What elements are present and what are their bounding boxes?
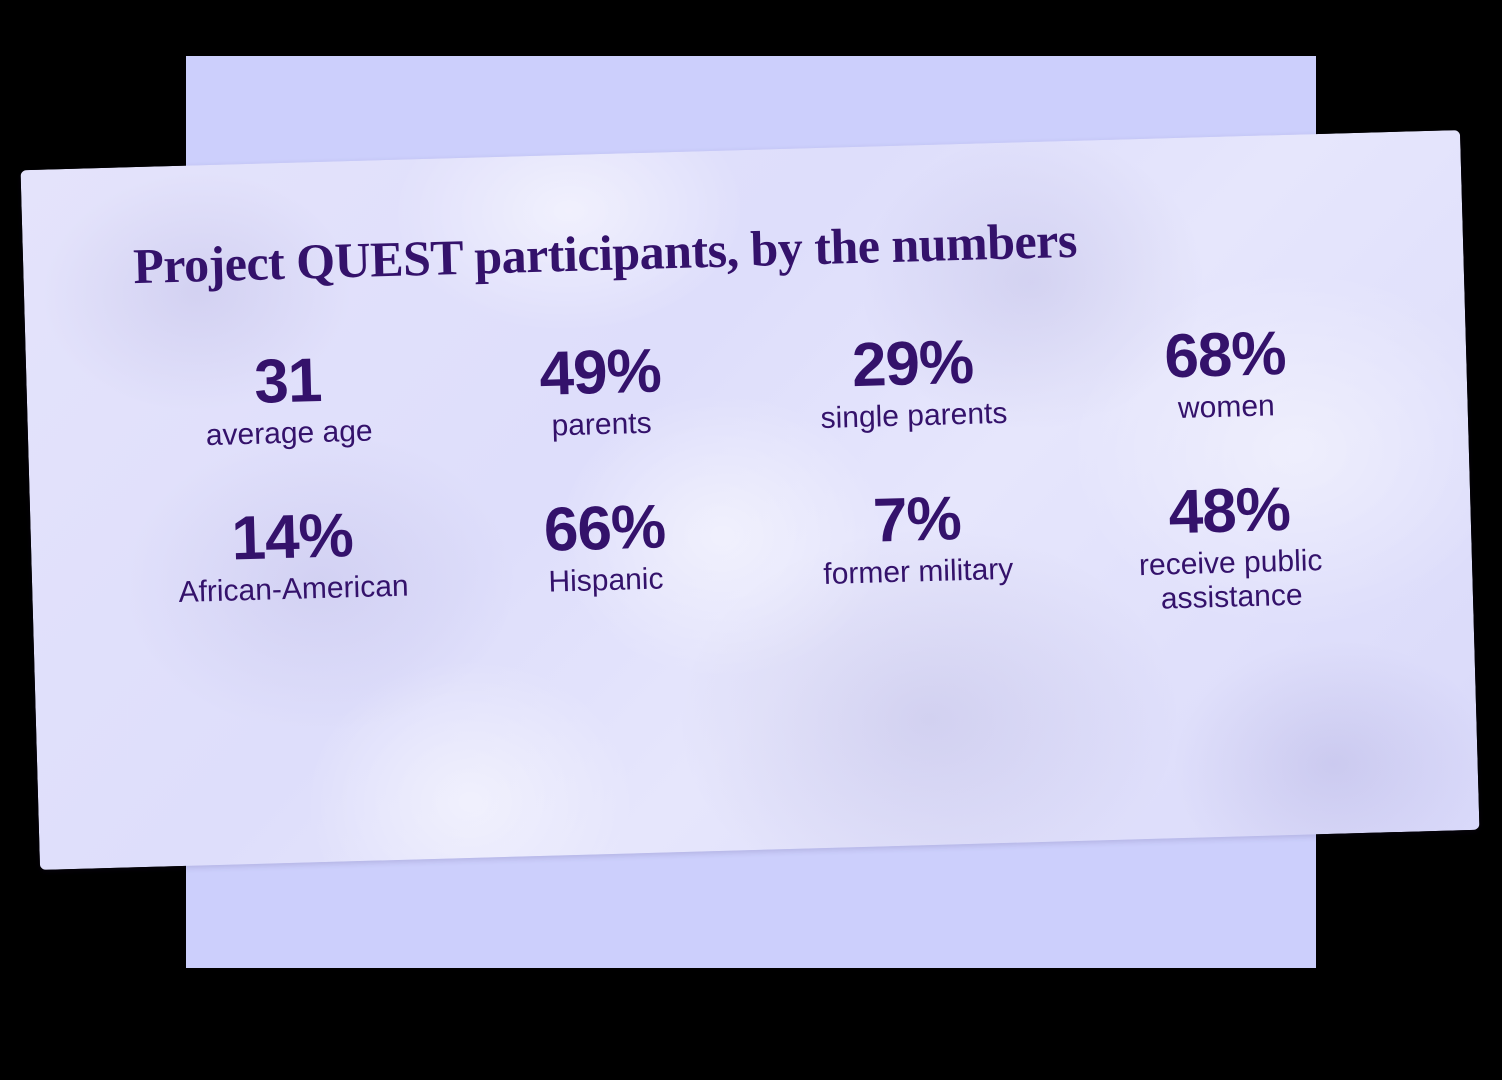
stat-label: single parents	[762, 395, 1065, 438]
stat-value: 68%	[1073, 320, 1377, 390]
stat-value: 31	[136, 347, 440, 417]
stat-african-american: 14% African-American	[140, 502, 446, 645]
stat-average-age: 31 average age	[136, 347, 441, 456]
stat-public-assistance: 48% receive public assistance	[1077, 476, 1383, 619]
stats-grid: 31 average age 49% parents 29% single pa…	[136, 320, 1384, 645]
stat-label: African-American	[142, 568, 445, 611]
stat-label: women	[1075, 386, 1378, 429]
stat-women: 68% women	[1073, 320, 1378, 429]
stat-label: receive public assistance	[1079, 542, 1383, 619]
stat-parents: 49% parents	[448, 338, 753, 447]
stat-value: 48%	[1077, 476, 1381, 546]
stat-hispanic: 66% Hispanic	[452, 493, 758, 636]
stage: Project QUEST participants, by the numbe…	[0, 0, 1502, 1080]
paper-panel: Project QUEST participants, by the numbe…	[21, 130, 1480, 870]
stat-label: parents	[450, 404, 753, 447]
stat-single-parents: 29% single parents	[760, 329, 1065, 438]
infographic-title: Project QUEST participants, by the numbe…	[132, 203, 1373, 296]
stat-value: 29%	[760, 329, 1064, 399]
stat-former-military: 7% former military	[765, 485, 1071, 628]
paper-content: Project QUEST participants, by the numbe…	[21, 130, 1475, 689]
stat-value: 66%	[452, 493, 756, 563]
stat-value: 7%	[765, 485, 1069, 555]
stat-label: average age	[138, 413, 441, 456]
stat-value: 49%	[448, 338, 752, 408]
stat-value: 14%	[140, 502, 444, 572]
stat-label: former military	[767, 551, 1070, 594]
stat-label: Hispanic	[454, 559, 757, 602]
